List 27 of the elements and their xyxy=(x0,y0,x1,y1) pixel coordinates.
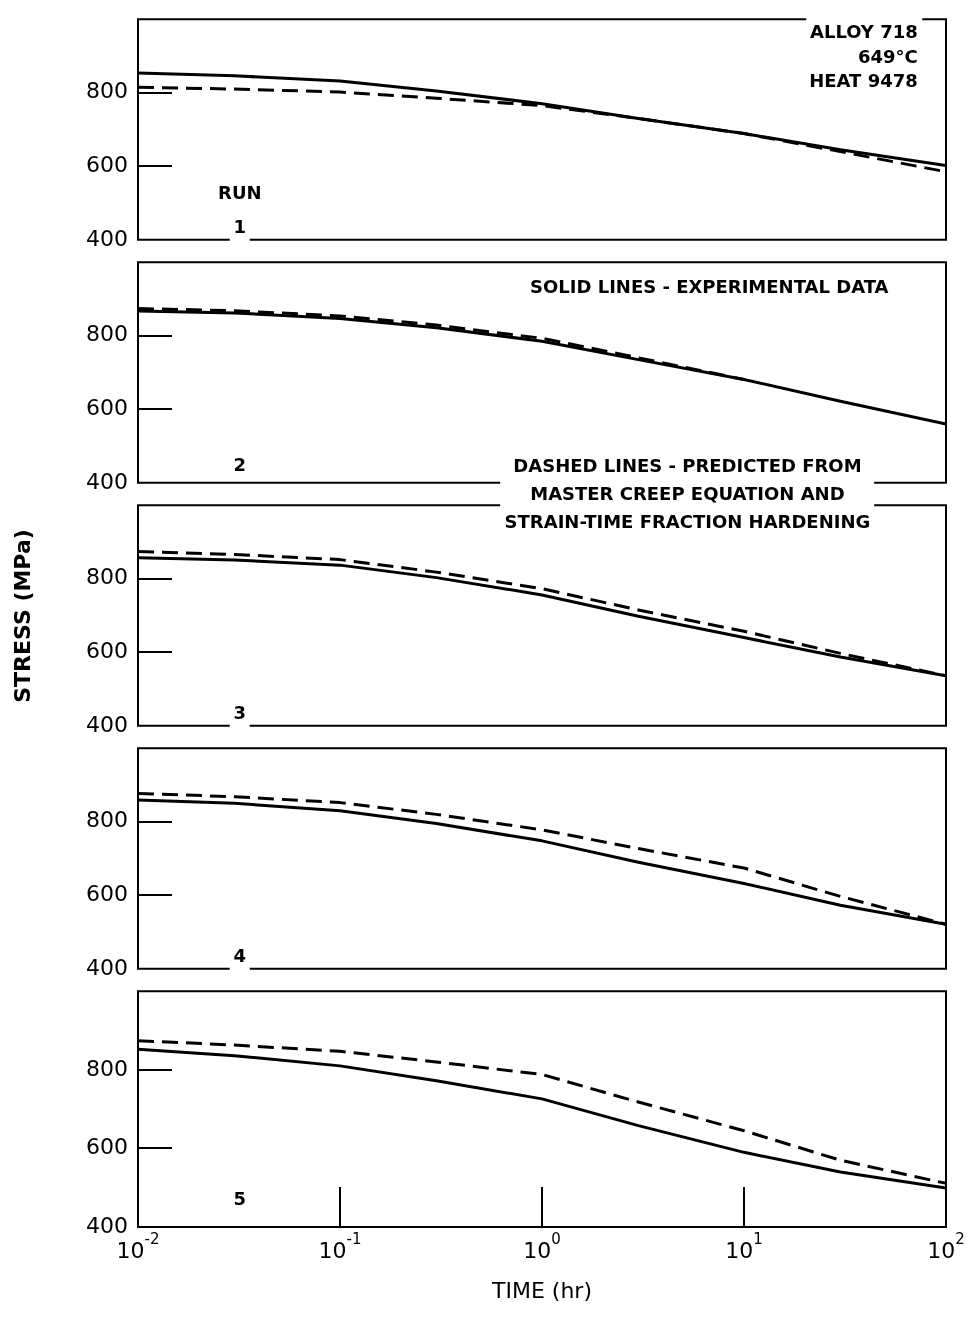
annotation: 5 xyxy=(229,1184,251,1213)
annotation: 3 xyxy=(229,698,251,727)
annotation: 649°C xyxy=(853,42,922,71)
annotation: 4 xyxy=(229,941,251,970)
y-tick-label: 800 xyxy=(86,807,128,833)
annotation: SOLID LINES - EXPERIMENTAL DATA xyxy=(526,273,893,302)
y-tick-label: 400 xyxy=(86,954,128,980)
y-tick-label: 400 xyxy=(86,468,128,494)
y-tick-label: 600 xyxy=(86,1134,128,1160)
y-tick-label: 800 xyxy=(86,321,128,347)
y-tick-label: 400 xyxy=(86,711,128,737)
annotation: RUN xyxy=(214,178,266,207)
y-tick-label: 600 xyxy=(86,394,128,420)
y-tick-label: 600 xyxy=(86,637,128,663)
y-tick-label: 400 xyxy=(86,225,128,251)
annotation: 2 xyxy=(229,450,251,479)
y-tick-label: 600 xyxy=(86,151,128,177)
annotation: ALLOY 718 xyxy=(805,18,922,47)
y-tick-label: 600 xyxy=(86,880,128,906)
annotation: HEAT 9478 xyxy=(805,66,922,95)
y-axis-title: STRESS (MPa) xyxy=(9,528,35,703)
x-axis-title: TIME (hr) xyxy=(491,1277,592,1303)
y-tick-label: 800 xyxy=(86,78,128,104)
annotation: 1 xyxy=(229,212,251,241)
y-tick-label: 800 xyxy=(86,564,128,590)
annotation: DASHED LINES - PREDICTED FROM MASTER CREEP EQUATION AND STRAIN-TIME FRACTION HARDENING xyxy=(500,452,875,536)
y-tick-label: 800 xyxy=(86,1055,128,1081)
